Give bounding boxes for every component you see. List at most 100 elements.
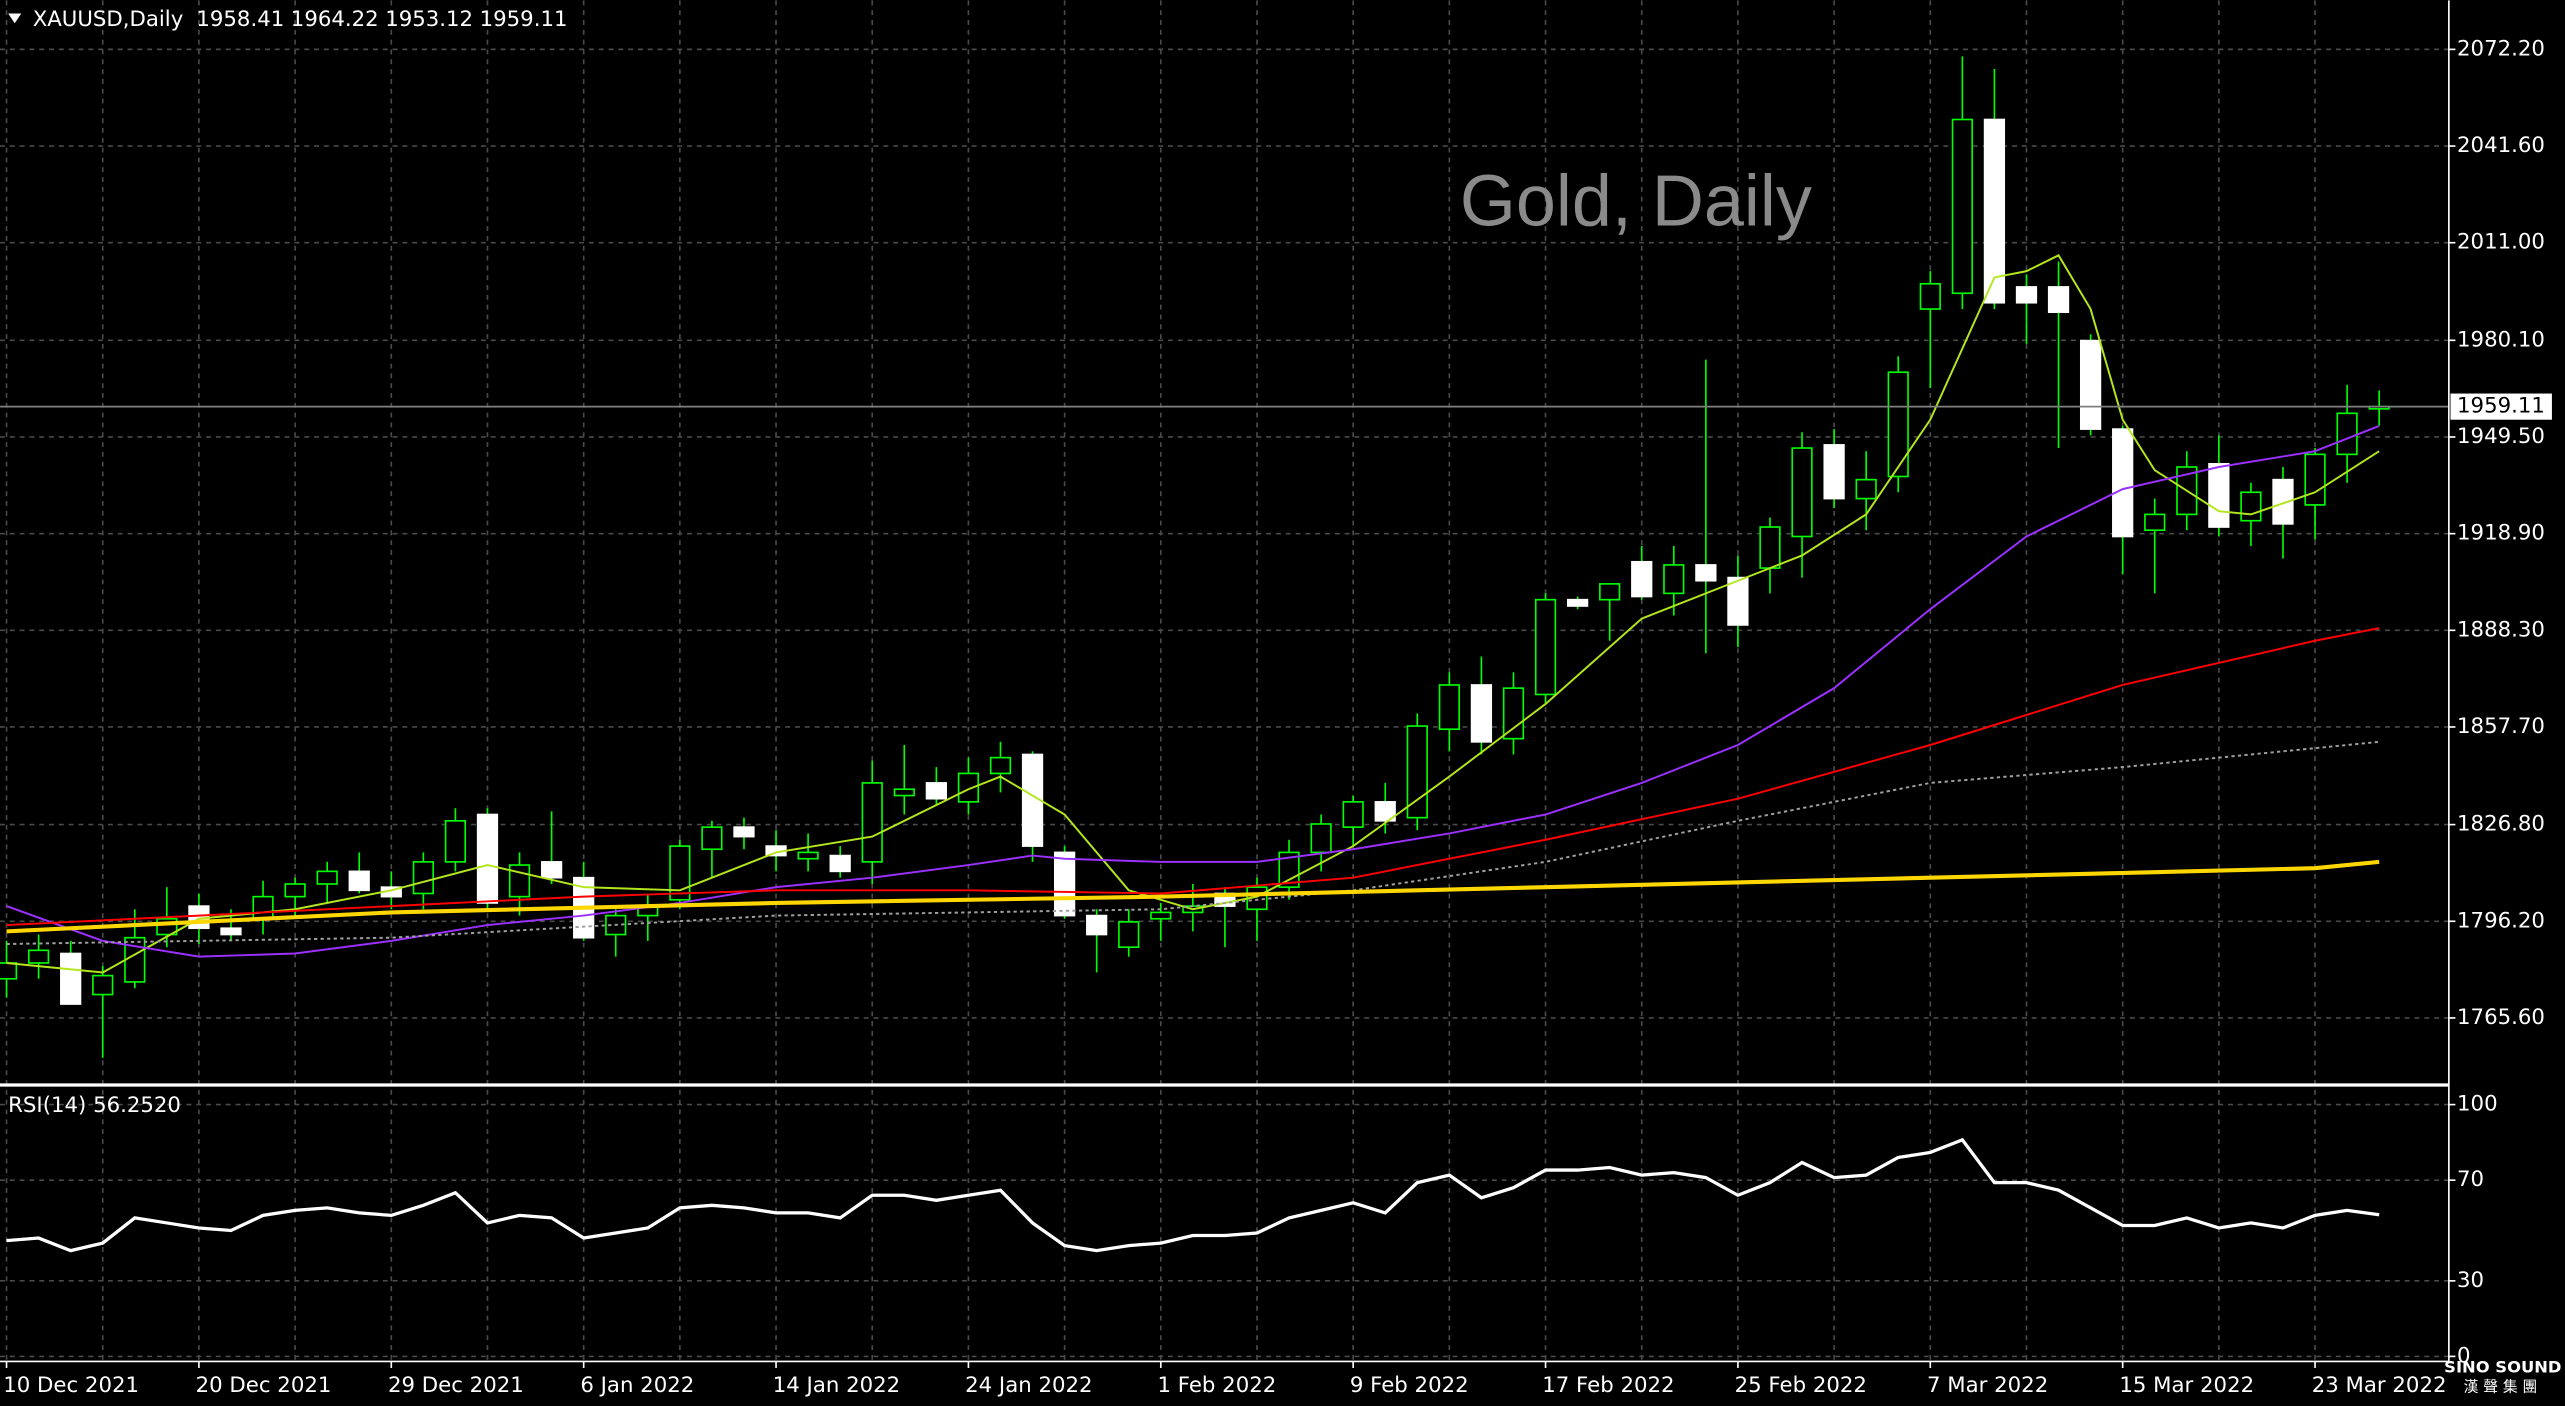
candle-body: [27, 949, 50, 964]
candle-body: [508, 864, 531, 898]
moving-average-line: [6, 740, 2380, 945]
x-tick-label: 29 Dec 2021: [388, 1373, 524, 1398]
candle-body: [2112, 428, 2134, 538]
y-tick-label: 2072.20: [2457, 36, 2545, 61]
candle-body: [252, 895, 274, 920]
y-tick-label: 2041.60: [2457, 133, 2545, 158]
x-tick-label: 17 Feb 2022: [1542, 1373, 1674, 1398]
rsi-line: [6, 1137, 2380, 1253]
candle-body: [1310, 823, 1332, 854]
last-close: 1959.11: [480, 7, 568, 32]
candle-body: [925, 782, 947, 800]
y-tick-label: 1918.90: [2457, 521, 2545, 546]
candle-body: [220, 927, 242, 936]
candle-body: [1631, 560, 1653, 598]
candle-body: [2208, 463, 2230, 528]
last-open: 1958.41: [196, 7, 284, 32]
current-price-box: [2450, 393, 2552, 420]
candle-body: [1599, 583, 1621, 601]
moving-average-line: [6, 859, 2380, 934]
candle-body: [0, 962, 18, 980]
candle-body: [1983, 118, 2006, 304]
candle-body: [1278, 851, 1300, 888]
x-tick-label: 25 Feb 2022: [1735, 1373, 1867, 1398]
x-tick-label: 1 Feb 2022: [1158, 1373, 1277, 1398]
y-tick-label: 1796.20: [2457, 908, 2545, 933]
candle-body: [797, 851, 819, 860]
y-tick-label: 1765.60: [2457, 1005, 2545, 1030]
y-tick-label: 1857.70: [2457, 714, 2545, 739]
candle-body: [1053, 851, 1076, 917]
y-tick-label: 1980.10: [2457, 327, 2545, 352]
last-high: 1964.22: [291, 7, 379, 32]
candle-body: [2079, 339, 2102, 430]
y-tick-label: 2011.00: [2457, 230, 2545, 255]
candle-body: [1759, 526, 1781, 569]
moving-average-line: [6, 627, 2380, 927]
candle-body: [92, 974, 114, 996]
candle-body: [1438, 684, 1460, 731]
candle-body: [284, 883, 306, 898]
candle-body: [1502, 687, 1525, 740]
y-tick-label: 0: [2457, 1343, 2471, 1368]
candle-body: [701, 826, 723, 851]
candle-body: [989, 756, 1012, 775]
candle-body: [2336, 412, 2358, 456]
symbol: XAUUSD,Daily: [33, 7, 184, 32]
candle-body: [957, 772, 980, 803]
moving-average-line: [6, 254, 2380, 974]
current-price-label: 1959.11: [2457, 394, 2545, 419]
candle-body: [1406, 725, 1428, 819]
candle-body: [2272, 478, 2294, 525]
logo-subtitle: 漢聲集團: [2464, 1379, 2543, 1396]
candle-body: [444, 819, 467, 863]
candle-body: [669, 845, 691, 901]
watermark: Gold, Daily: [1460, 162, 1812, 242]
candle-body: [1951, 118, 1973, 295]
moving-average-line: [6, 425, 2380, 958]
x-tick-label: 15 Mar 2022: [2119, 1373, 2254, 1398]
candle-body: [1534, 598, 1557, 696]
candle-body: [733, 826, 755, 838]
chart-title: XAUUSD,Daily 1958.41 1964.22 1953.12 1959.11: [33, 7, 568, 32]
x-tick-label: 24 Jan 2022: [965, 1373, 1092, 1398]
candle-body: [348, 870, 370, 892]
x-tick-label: 10 Dec 2021: [3, 1373, 139, 1398]
candle-body: [1470, 684, 1493, 743]
collapse-arrow[interactable]: [8, 13, 22, 24]
candle-body: [1823, 444, 1845, 500]
candle-body: [1855, 478, 1877, 500]
candle-body: [60, 952, 82, 1005]
candle-body: [861, 782, 883, 863]
candle-body: [1919, 282, 1941, 310]
y-tick-label: 100: [2457, 1092, 2498, 1117]
candle-body: [476, 813, 499, 904]
x-tick-label: 6 Jan 2022: [580, 1373, 694, 1398]
x-tick-label: 23 Mar 2022: [2312, 1373, 2447, 1398]
y-tick-label: 1949.50: [2457, 424, 2545, 449]
y-tick-label: 1826.80: [2457, 812, 2545, 837]
x-tick-label: 9 Feb 2022: [1350, 1373, 1469, 1398]
candle-body: [1118, 921, 1140, 948]
x-tick-label: 20 Dec 2021: [196, 1373, 332, 1398]
y-tick-label: 30: [2457, 1268, 2484, 1293]
candle-body: [2047, 286, 2070, 314]
y-tick-label: 70: [2457, 1167, 2484, 1192]
x-tick-label: 7 Mar 2022: [1927, 1373, 2048, 1398]
candle-body: [1374, 801, 1396, 822]
marks-layer: [0, 56, 2449, 1253]
candle-body: [829, 854, 851, 873]
y-tick-label: 1888.30: [2457, 617, 2545, 642]
logo-name: SINO SOUND: [2444, 1357, 2561, 1376]
candle-body: [2015, 286, 2038, 304]
candle-body: [412, 861, 434, 895]
candle-body: [2240, 491, 2262, 522]
candle-body: [1150, 911, 1172, 920]
candle-body: [1727, 576, 1749, 626]
candle-body: [1887, 371, 1909, 478]
rsi-title: RSI(14) 56.2520: [8, 1093, 181, 1118]
last-low: 1953.12: [385, 7, 473, 32]
